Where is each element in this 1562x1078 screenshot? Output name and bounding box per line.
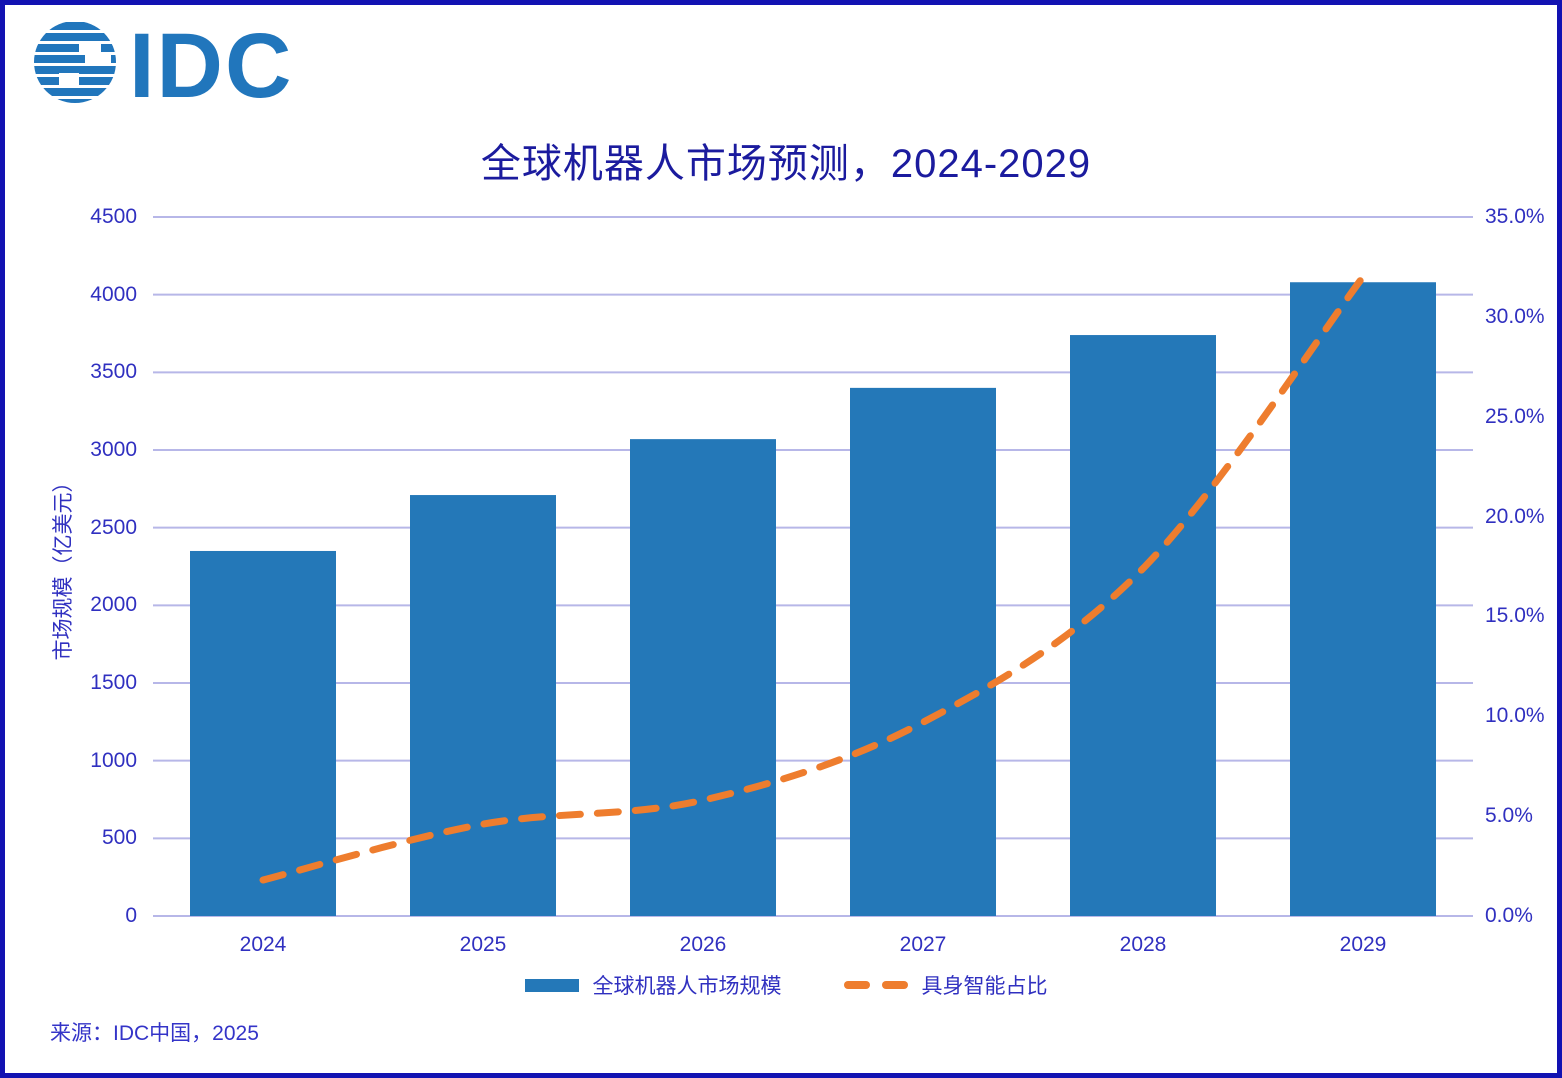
x-axis-label-2024: 2024 — [239, 933, 287, 956]
page-title: 全球机器人市场预测，2024-2029 — [480, 142, 1092, 186]
right-axis-tick: 35.0% — [1485, 205, 1545, 228]
left-axis-tick: 2500 — [90, 515, 137, 539]
right-axis-tick: 5.0% — [1485, 804, 1533, 828]
bar-2026 — [630, 439, 776, 916]
left-axis-tick: 3000 — [90, 438, 137, 461]
x-axis-label-2026: 2026 — [679, 933, 727, 956]
right-axis-tick: 20.0% — [1485, 504, 1545, 528]
plot-area — [153, 216, 1473, 917]
left-axis-tick: 500 — [101, 826, 137, 850]
x-axis-label-2025: 2025 — [459, 933, 507, 956]
left-axis-tick: 2000 — [90, 593, 137, 617]
x-axis-label-2029: 2029 — [1339, 933, 1387, 956]
idc-logo: IDC — [34, 17, 293, 113]
bar-2025 — [410, 495, 556, 916]
left-axis-tick: 3500 — [90, 360, 137, 384]
right-axis-tick: 25.0% — [1485, 404, 1545, 428]
legend-bar-swatch-icon — [524, 978, 579, 992]
legend-dash-swatch-icon — [843, 981, 908, 989]
idc-logo-text: IDC — [129, 17, 293, 113]
legend-label-line: 具身智能占比 — [921, 975, 1048, 998]
source-note: 来源：IDC中国，2025 — [50, 1022, 259, 1045]
bar-2024 — [190, 550, 336, 916]
bar-2027 — [850, 387, 996, 916]
right-axis-tick: 30.0% — [1485, 304, 1545, 328]
right-axis-tick: 15.0% — [1485, 604, 1545, 628]
right-axis-tick: 10.0% — [1485, 704, 1545, 728]
left-axis-tick: 1000 — [90, 748, 137, 772]
bar-2029 — [1290, 282, 1436, 916]
legend: 全球机器人市场规模 具身智能占比 — [5, 969, 1557, 1001]
left-axis-tick: 0 — [125, 904, 137, 927]
left-axis-tick: 4000 — [90, 282, 137, 306]
idc-globe-icon — [34, 22, 116, 103]
bar-2028 — [1070, 335, 1216, 916]
embodied-ai-share-line — [259, 273, 1367, 884]
right-axis-tick: 0.0% — [1485, 904, 1533, 927]
x-axis-label-2028: 2028 — [1119, 933, 1167, 956]
left-axis-tick: 4500 — [90, 205, 137, 228]
legend-label-bars: 全球机器人市场规模 — [592, 975, 782, 998]
left-axis-tick: 1500 — [90, 671, 137, 694]
x-axis-label-2027: 2027 — [899, 933, 947, 956]
